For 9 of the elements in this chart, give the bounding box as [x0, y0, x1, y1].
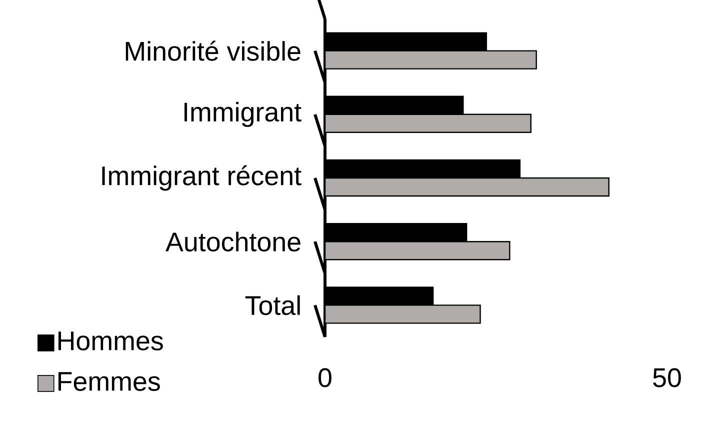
y-tick-label: Autochtone [166, 232, 300, 252]
legend-label: Femmes [58, 372, 160, 391]
legend-label: Hommes [58, 332, 163, 350]
x-tick-label: 50 [653, 368, 681, 388]
y-tick-label: Immigrant [184, 102, 302, 127]
y-tick-label: Immigrant récent [102, 165, 302, 191]
y-tick-label: Minorité visible [126, 40, 300, 61]
x-tick-label: 0 [318, 368, 332, 388]
y-tick-label: Total [245, 295, 300, 316]
